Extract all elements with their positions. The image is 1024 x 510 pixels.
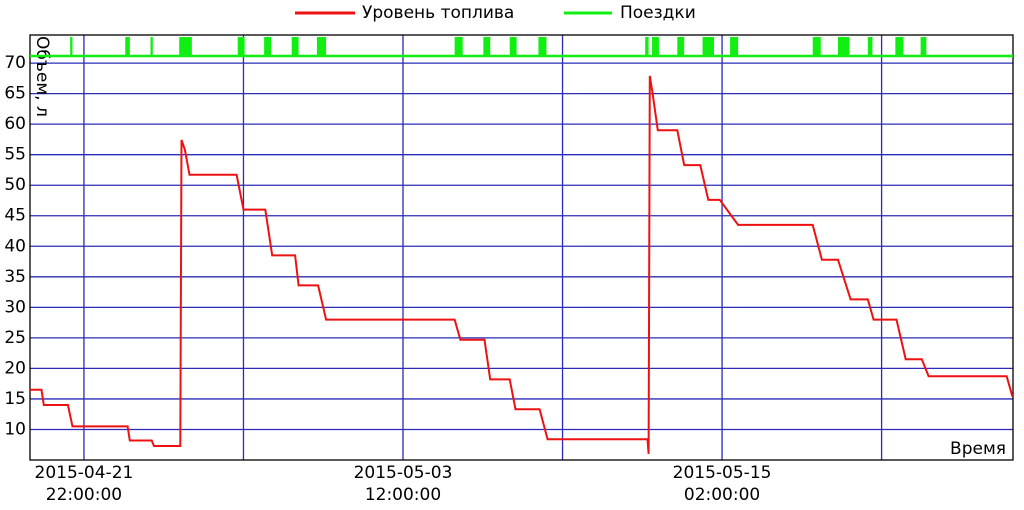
plot-frame <box>29 34 1014 461</box>
trip-bar <box>837 37 850 57</box>
x-tick-label-line: 2015-04-21 <box>35 463 134 483</box>
y-tick-label: 60 <box>4 114 26 134</box>
y-tick-label: 55 <box>4 145 26 165</box>
trip-bar <box>483 37 491 57</box>
trip-bar <box>291 37 299 57</box>
trip-bar <box>730 37 739 57</box>
trip-bar <box>316 37 327 57</box>
trip-bar <box>645 37 649 57</box>
y-tick-label: 65 <box>4 84 26 104</box>
trip-bar <box>150 37 153 57</box>
y-tick-label: 45 <box>4 206 26 226</box>
x-tick-label: 2015-05-15 02:00:00 <box>673 463 772 505</box>
y-tick-label: 30 <box>4 297 26 317</box>
y-tick-label: 20 <box>4 358 26 378</box>
y-tick-label: 70 <box>4 53 26 73</box>
x-tick-label: 2015-04-21 22:00:00 <box>35 463 134 505</box>
y-axis-label: Объем, л <box>32 36 52 117</box>
trip-bar <box>867 37 873 57</box>
y-tick-label: 35 <box>4 267 26 287</box>
fuel-line <box>30 75 1014 454</box>
x-tick-label-line: 12:00:00 <box>365 485 441 505</box>
trip-bar <box>509 37 517 57</box>
trip-bar <box>677 37 685 57</box>
y-tick-label: 25 <box>4 328 26 348</box>
trip-bar <box>652 37 659 57</box>
y-tick-label: 50 <box>4 175 26 195</box>
x-tick-label-line: 02:00:00 <box>684 485 760 505</box>
y-tick-label: 10 <box>4 419 26 439</box>
x-tick-label: 2015-05-03 12:00:00 <box>354 463 453 505</box>
trip-bar <box>702 37 715 57</box>
y-tick-label: 40 <box>4 236 26 256</box>
legend-label: Уровень топлива <box>362 3 514 23</box>
trip-bar <box>179 37 192 57</box>
trip-bar <box>237 37 245 57</box>
x-tick-label-line: 2015-05-15 <box>673 463 772 483</box>
y-tick-label: 15 <box>4 389 26 409</box>
legend-label: Поездки <box>620 3 696 23</box>
trip-bar <box>812 37 821 57</box>
trip-bar <box>70 37 73 57</box>
trip-bar <box>538 37 547 57</box>
trip-bar <box>895 37 904 57</box>
x-tick-label-line: 2015-05-03 <box>354 463 453 483</box>
trip-bar <box>125 37 130 57</box>
trip-bar <box>920 37 927 57</box>
x-axis-label: Время <box>950 439 1006 459</box>
trip-bar <box>454 37 463 57</box>
x-tick-label-line: 22:00:00 <box>46 485 122 505</box>
trip-bar <box>264 37 272 57</box>
